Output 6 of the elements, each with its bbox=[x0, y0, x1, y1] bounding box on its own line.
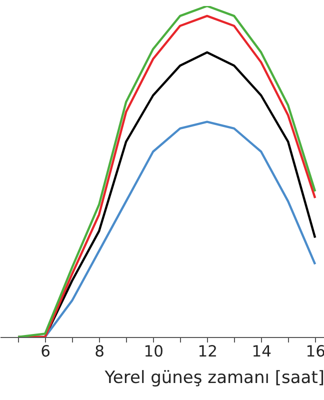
x-axis-title: Yerel güneş zamanı [saat] bbox=[104, 368, 324, 388]
x-tick-label: 8 bbox=[94, 342, 105, 360]
x-tick-label: 6 bbox=[40, 342, 51, 360]
x-tick-label: 14 bbox=[252, 342, 272, 360]
x-tick-label: 10 bbox=[144, 342, 164, 360]
x-tick-label: 12 bbox=[198, 342, 218, 360]
